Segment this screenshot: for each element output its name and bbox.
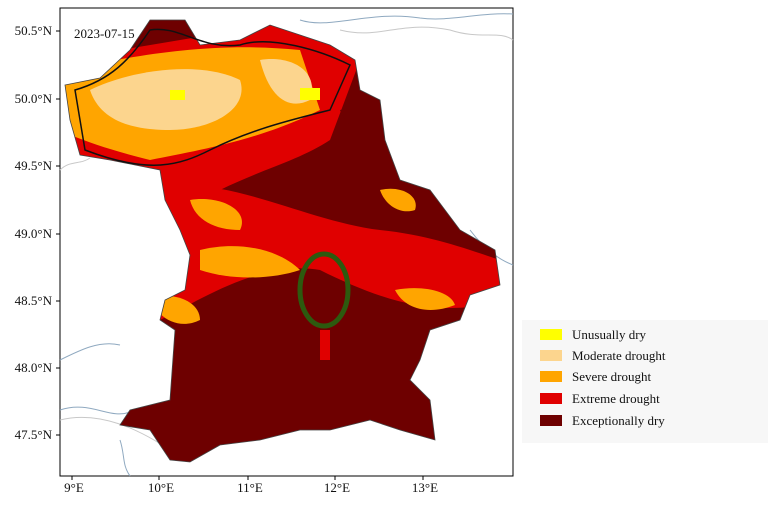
x-tick-label: 10°E (148, 480, 174, 495)
y-tick-label: 50.5°N (15, 23, 53, 38)
state-outline (64, 19, 501, 463)
legend: Unusually dry Moderate drought Severe dr… (522, 320, 768, 443)
x-axis: 9°E 10°E 11°E 12°E 13°E (64, 480, 438, 495)
highlight-ellipse (297, 251, 351, 329)
region-outline (74, 28, 351, 166)
legend-label: Severe drought (572, 369, 651, 384)
date-label: 2023-07-15 (74, 26, 135, 41)
legend-label: Exceptionally dry (572, 413, 665, 428)
y-tick-label: 50.0°N (15, 91, 53, 106)
legend-swatch (540, 350, 562, 361)
legend-label: Extreme drought (572, 391, 660, 406)
y-ticks (56, 30, 60, 436)
y-tick-label: 48.5°N (15, 293, 53, 308)
y-tick-label: 49.0°N (15, 226, 53, 241)
legend-box (522, 320, 768, 443)
legend-label: Unusually dry (572, 327, 647, 342)
x-tick-label: 13°E (412, 480, 438, 495)
x-tick-label: 11°E (237, 480, 263, 495)
legend-swatch (540, 393, 562, 404)
y-tick-label: 48.0°N (15, 360, 53, 375)
y-tick-label: 47.5°N (15, 427, 53, 442)
legend-swatch (540, 329, 562, 340)
legend-swatch (540, 415, 562, 426)
legend-swatch (540, 371, 562, 382)
x-tick-label: 12°E (324, 480, 350, 495)
x-tick-label: 9°E (64, 480, 84, 495)
y-axis: 50.5°N 50.0°N 49.5°N 49.0°N 48.5°N 48.0°… (15, 23, 53, 442)
y-tick-label: 49.5°N (15, 158, 53, 173)
x-ticks (71, 476, 424, 480)
legend-label: Moderate drought (572, 348, 666, 363)
